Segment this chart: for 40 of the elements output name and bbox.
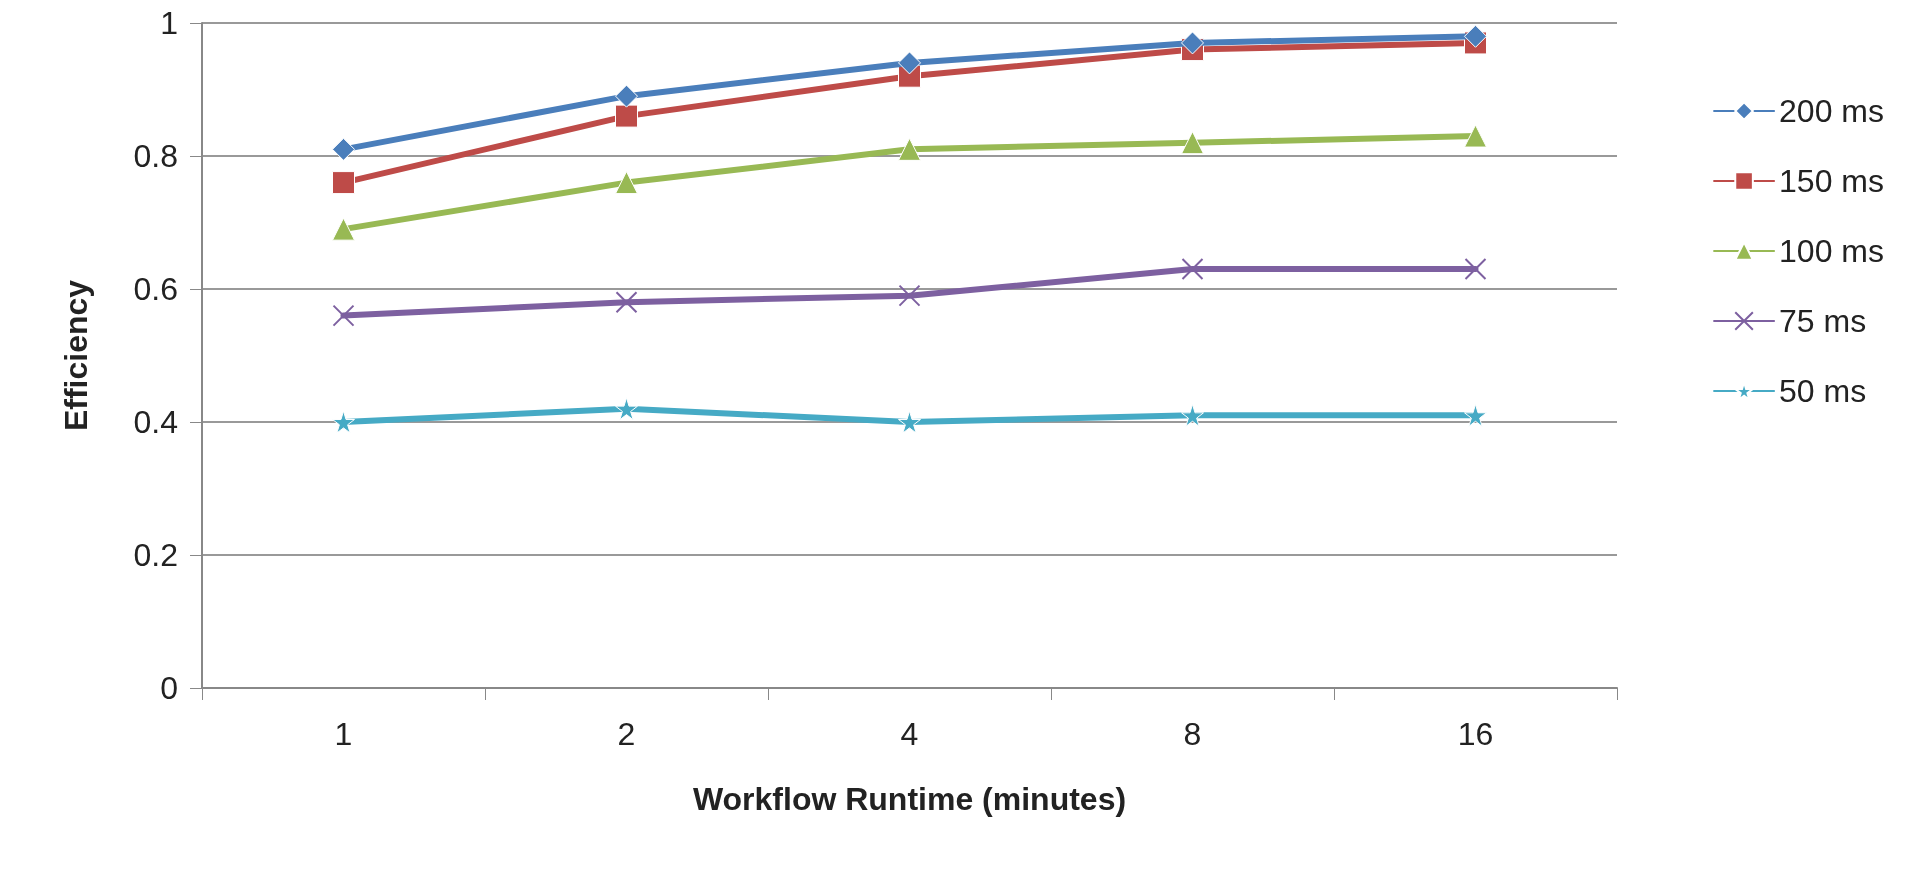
y-tick-label: 0 (160, 670, 178, 706)
point (332, 171, 355, 195)
x-tick-label: 4 (900, 716, 919, 752)
point (898, 51, 921, 75)
point (332, 217, 355, 241)
point (1464, 258, 1487, 281)
y-tick-label: 0.6 (133, 271, 178, 307)
legend-label: 100 ms (1779, 233, 1884, 269)
y-tick-label: 0.2 (133, 537, 178, 573)
x-axis-title: Workflow Runtime (minutes) (692, 781, 1127, 817)
point (1464, 124, 1487, 148)
point (1464, 403, 1487, 427)
point (898, 410, 921, 434)
legend-label: 50 ms (1779, 373, 1867, 409)
y-tick-label: 0.8 (133, 138, 178, 174)
y-tick-label: 0.4 (133, 404, 178, 440)
y-axis-title: Efficiency (58, 279, 94, 432)
point (332, 304, 355, 327)
x-tick-label: 8 (1183, 716, 1202, 752)
y-tick-label: 1 (160, 5, 178, 41)
point (615, 84, 638, 108)
x-tick-label: 16 (1457, 716, 1494, 752)
point (1181, 31, 1204, 55)
point (615, 291, 638, 314)
point (1181, 131, 1204, 155)
x-tick-label: 2 (617, 716, 636, 752)
point (898, 284, 921, 307)
point (1464, 24, 1487, 48)
legend-label: 150 ms (1779, 163, 1884, 199)
point (615, 104, 638, 128)
point (332, 410, 355, 434)
legend-label: 75 ms (1779, 303, 1867, 339)
x-tick-label: 1 (334, 716, 353, 752)
point (1181, 258, 1204, 281)
point (332, 137, 355, 161)
point (615, 171, 638, 195)
point (1181, 403, 1204, 427)
legend-label: 200 ms (1779, 93, 1884, 129)
point (898, 137, 921, 161)
point (615, 397, 638, 421)
